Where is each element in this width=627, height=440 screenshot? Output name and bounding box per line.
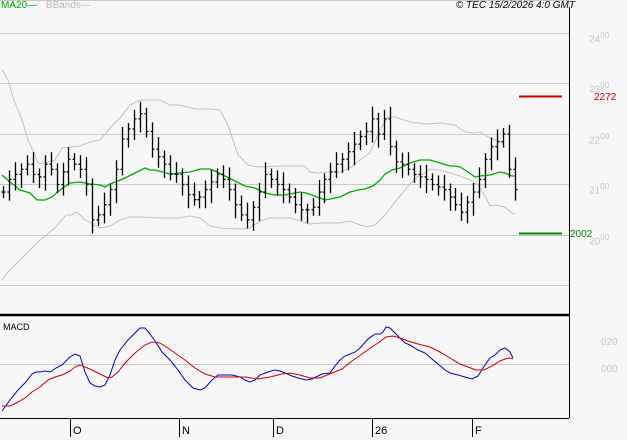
x-axis-ticks xyxy=(70,418,473,437)
resistance-label: 2272 xyxy=(594,92,617,103)
x-label-2026: 26 xyxy=(375,425,388,437)
chart-legend: MA20— BBands— xyxy=(1,0,91,11)
macd-y-label-0: 000 xyxy=(601,364,618,375)
legend-bbands: BBands— xyxy=(45,0,91,11)
bb-lower-line xyxy=(1,168,516,281)
y-label-2100: 2100 xyxy=(589,182,610,197)
bb-upper-line xyxy=(1,69,506,174)
y-label-2400: 2400 xyxy=(589,31,610,46)
x-label-nov: N xyxy=(182,425,190,437)
legend-ma20: MA20— xyxy=(1,0,38,11)
price-gridlines xyxy=(0,33,569,286)
x-label-feb: F xyxy=(475,425,482,437)
x-label-dec: D xyxy=(276,425,284,437)
macd-line xyxy=(1,326,514,412)
x-label-oct: O xyxy=(73,425,82,437)
ma20-line xyxy=(1,159,515,201)
copyright-timestamp: © TEC 15/2/2026 4:0 GMT xyxy=(455,0,575,11)
y-label-2200: 2200 xyxy=(589,132,610,147)
macd-title: MACD xyxy=(3,322,30,332)
ohlc-bars xyxy=(1,101,518,234)
y-label-2000: 2000 xyxy=(589,233,610,248)
support-label: 2002 xyxy=(570,229,593,240)
y-label-2300: 2300 xyxy=(589,81,610,96)
signal-line xyxy=(2,335,514,407)
macd-y-label-20: 020 xyxy=(601,337,618,348)
